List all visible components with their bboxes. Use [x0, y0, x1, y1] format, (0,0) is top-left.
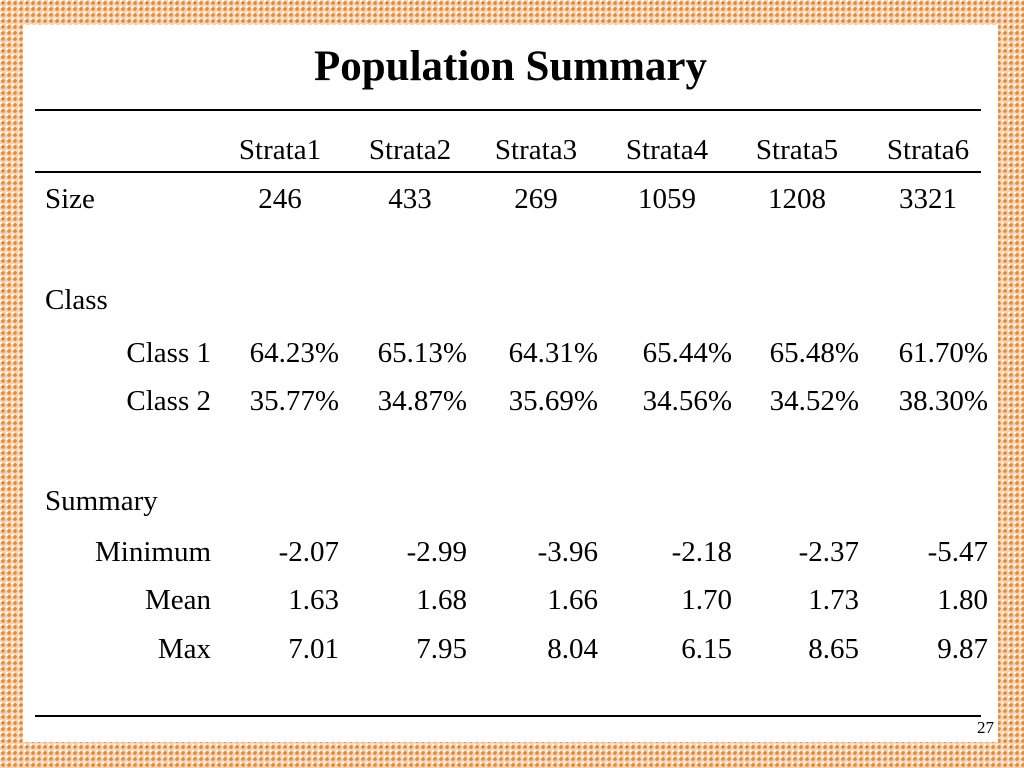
row-label-summary: Summary — [45, 485, 158, 517]
table-cell: 35.69% — [508, 385, 598, 417]
table-cell: 1.80 — [937, 584, 988, 616]
row-label-class-2: Class 2 — [126, 385, 211, 417]
column-header-strata5: Strata5 — [755, 134, 839, 166]
row-label-mean: Mean — [144, 584, 211, 616]
table-header-rule — [35, 171, 981, 173]
table-cell: 1.66 — [547, 584, 598, 616]
table-cell: 433 — [388, 183, 432, 215]
table-cell: -3.96 — [537, 536, 598, 568]
table-cell: -2.18 — [671, 536, 732, 568]
page-number: 27 — [977, 718, 994, 737]
table-cell: 1059 — [638, 183, 696, 215]
table-cell: 1208 — [768, 183, 826, 215]
table-cell: -5.47 — [927, 536, 988, 568]
table-cell: 1.63 — [288, 584, 339, 616]
table-cell: 64.31% — [508, 337, 598, 369]
table-cell: 34.56% — [642, 385, 732, 417]
table-cell: 1.68 — [416, 584, 467, 616]
table-cell: 246 — [258, 183, 302, 215]
table-cell: -2.07 — [278, 536, 339, 568]
row-label-size: Size — [45, 183, 95, 215]
table-cell: 8.65 — [808, 633, 859, 665]
table-cell: -2.99 — [406, 536, 467, 568]
row-label-max: Max — [157, 633, 211, 665]
table-cell: 269 — [514, 183, 558, 215]
table-cell: 38.30% — [898, 385, 988, 417]
row-label-class-1: Class 1 — [126, 337, 211, 369]
slide-title: Population Summary — [313, 43, 708, 90]
table-cell: 35.77% — [249, 385, 339, 417]
table-cell: 61.70% — [898, 337, 988, 369]
row-label-class: Class — [45, 284, 108, 316]
table-cell: 65.13% — [377, 337, 467, 369]
table-cell: 65.44% — [642, 337, 732, 369]
table-cell: -2.37 — [798, 536, 859, 568]
table-bottom-rule — [35, 715, 981, 717]
table-cell: 65.48% — [769, 337, 859, 369]
table-cell: 1.73 — [808, 584, 859, 616]
table-cell: 7.01 — [288, 633, 339, 665]
table-cell: 8.04 — [547, 633, 598, 665]
column-header-strata2: Strata2 — [368, 134, 452, 166]
row-label-minimum: Minimum — [94, 536, 211, 568]
column-header-strata3: Strata3 — [494, 134, 578, 166]
table-cell: 1.70 — [681, 584, 732, 616]
table-cell: 7.95 — [416, 633, 467, 665]
table-cell: 3321 — [899, 183, 957, 215]
table-cell: 64.23% — [249, 337, 339, 369]
column-header-strata1: Strata1 — [238, 134, 322, 166]
table-cell: 34.52% — [769, 385, 859, 417]
table-cell: 9.87 — [937, 633, 988, 665]
table-top-rule — [35, 109, 981, 111]
column-header-strata6: Strata6 — [886, 134, 970, 166]
column-header-strata4: Strata4 — [625, 134, 709, 166]
table-cell: 34.87% — [377, 385, 467, 417]
slide: Population Summary Strata1 Strata2 Strata3… — [23, 25, 998, 742]
table-cell: 6.15 — [681, 633, 732, 665]
